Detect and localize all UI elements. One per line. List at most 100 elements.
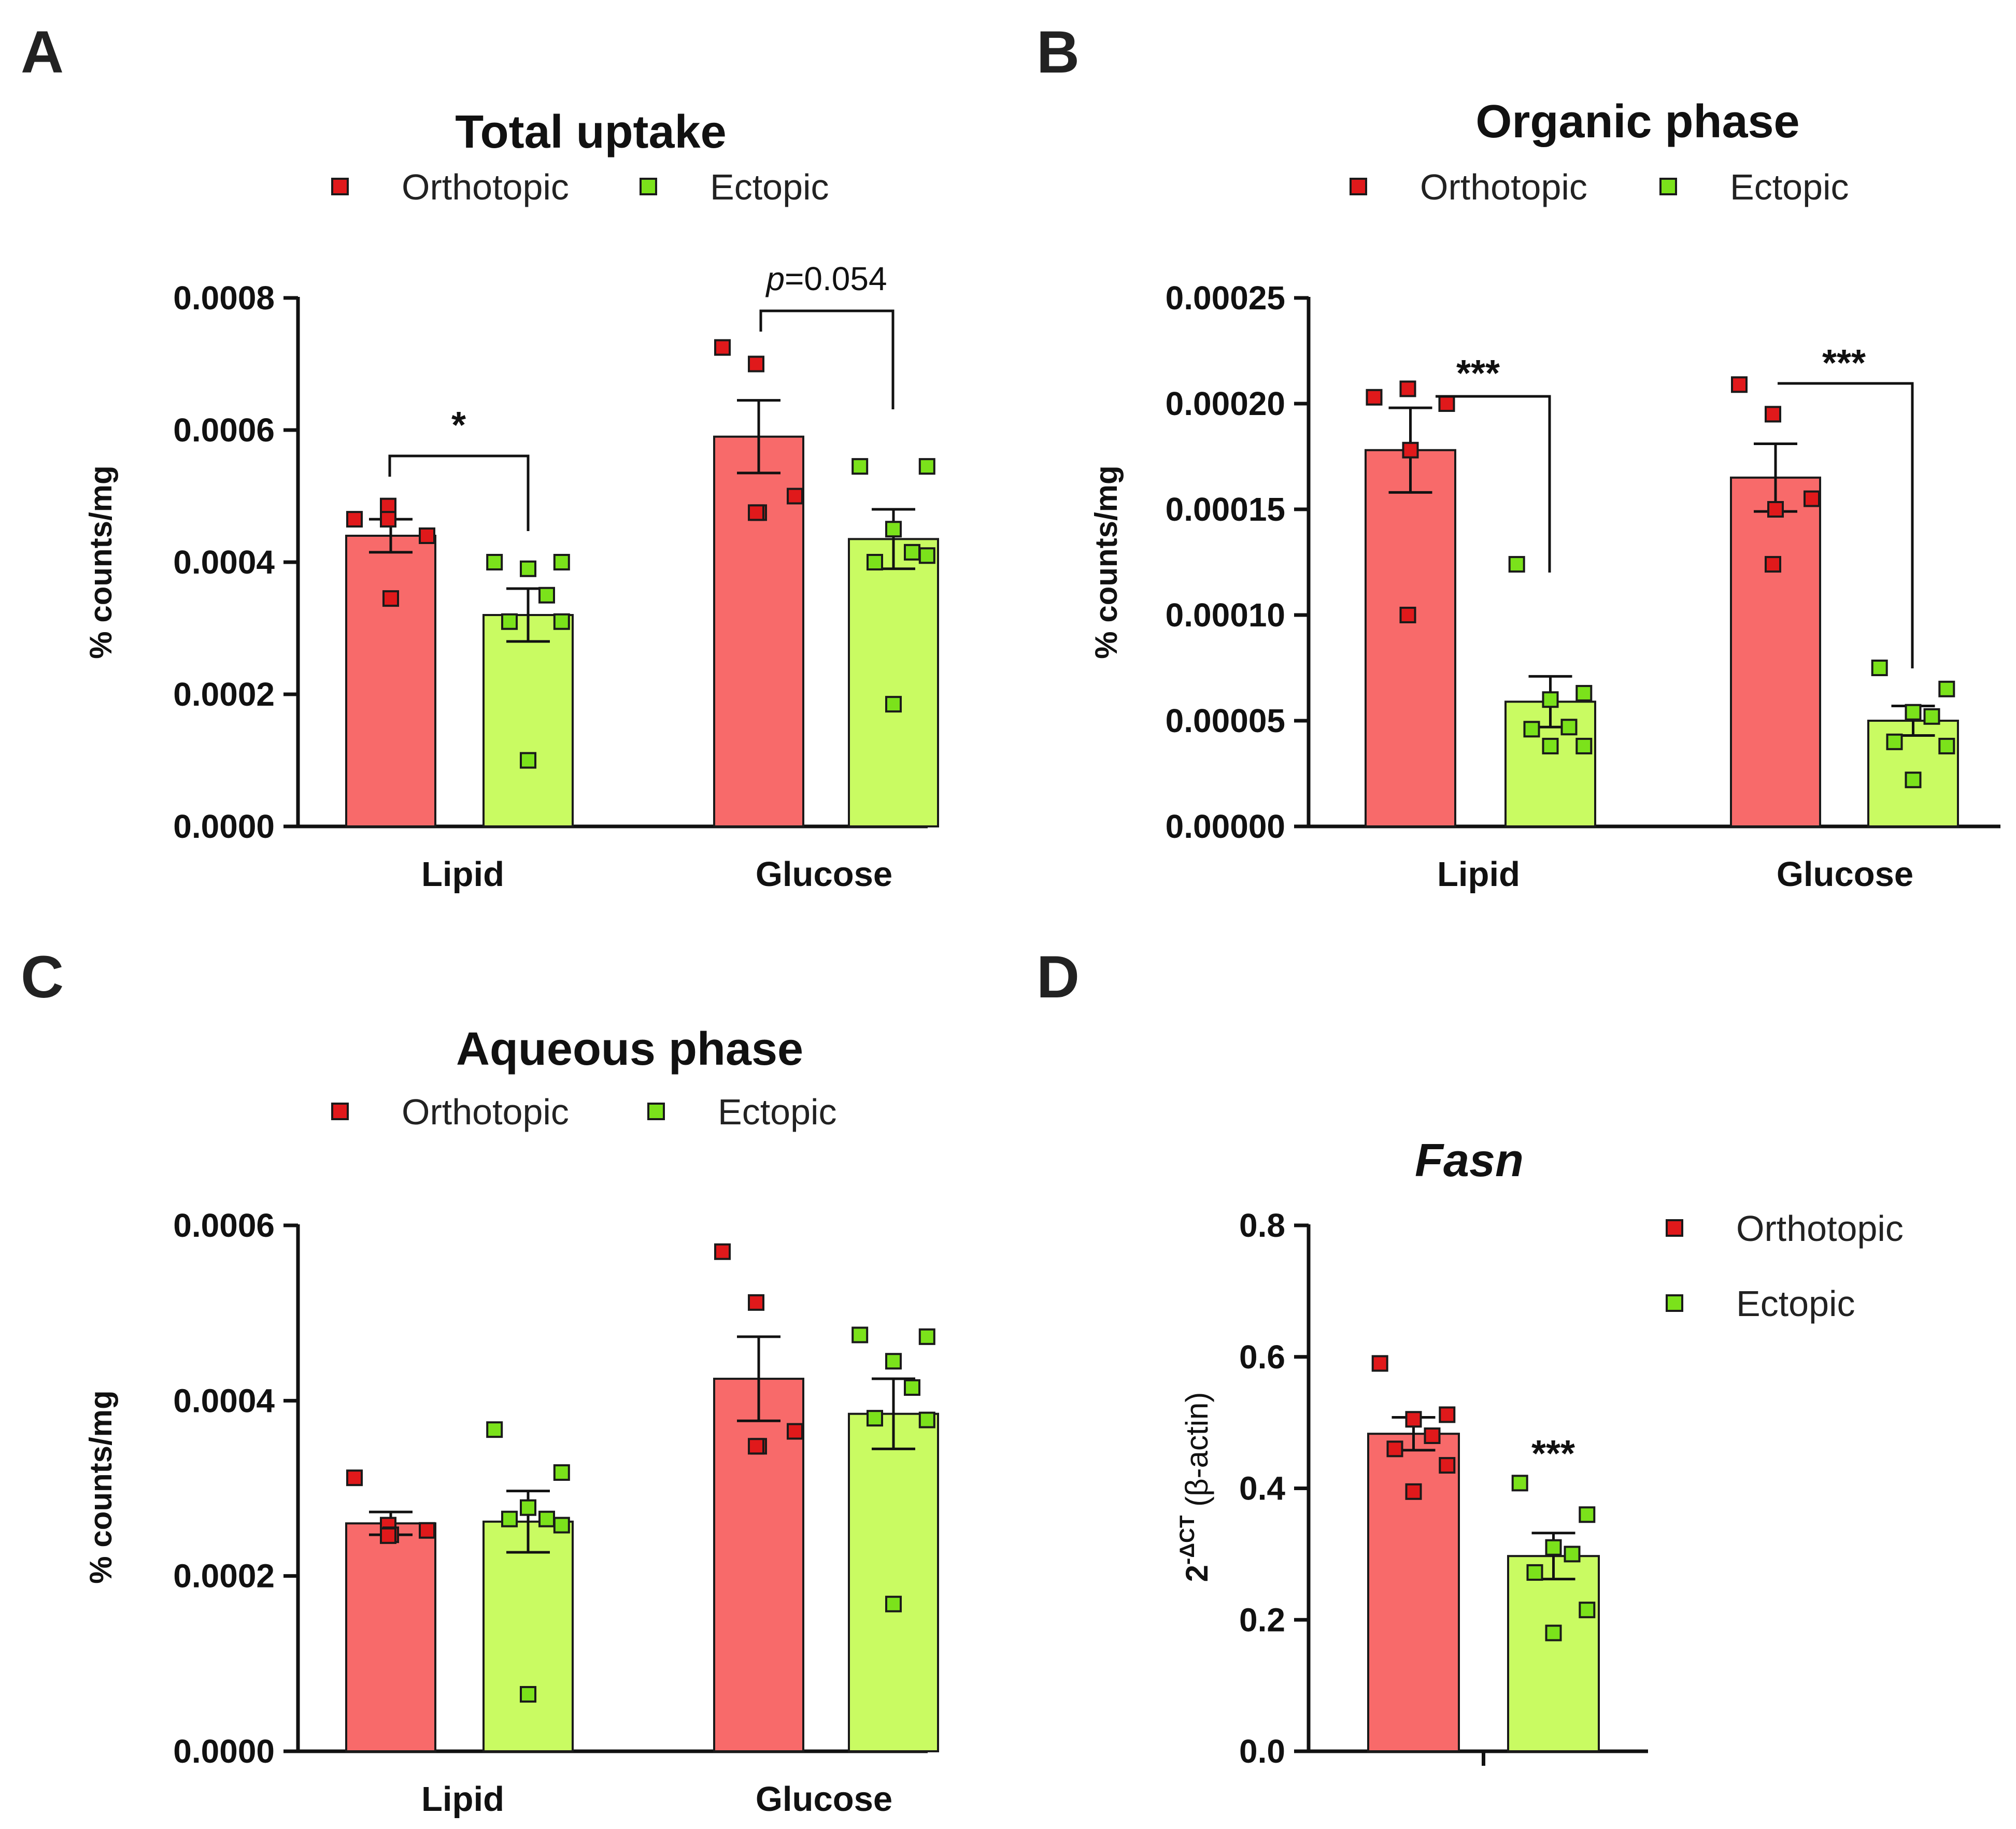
y-tick-label: 0.8 [1239, 1207, 1285, 1244]
bar-ectopic [482, 614, 574, 827]
legend-swatch-ectopic [640, 178, 657, 195]
data-point-orthotopic [748, 1294, 764, 1311]
data-point-orthotopic [1804, 490, 1820, 507]
data-point-orthotopic [748, 1438, 764, 1455]
data-point-ectopic [538, 1510, 555, 1527]
data-point-ectopic [1526, 1564, 1543, 1581]
data-point-orthotopic [1402, 441, 1419, 459]
bar-orthotopic [345, 1522, 436, 1753]
data-point-ectopic [501, 613, 518, 630]
y-tick-label: 0.0004 [173, 544, 275, 581]
data-point-ectopic [520, 1686, 536, 1703]
data-point-ectopic [885, 1353, 902, 1370]
category-label-glucose: Glucose [756, 1780, 892, 1819]
data-point-ectopic [1579, 1602, 1596, 1619]
y-tick-label: 0.0000 [173, 1733, 275, 1770]
data-point-ectopic [1905, 704, 1922, 721]
sig-bracket [759, 309, 895, 409]
data-point-ectopic [918, 1411, 935, 1428]
data-point-ectopic [553, 613, 570, 630]
sig-bracket [388, 454, 530, 531]
p-value-label: p=0.054 [765, 260, 887, 297]
data-point-ectopic [1545, 1624, 1562, 1641]
legend-label-orthotopic: Orthotopic [1736, 1208, 1904, 1249]
sig-bracket [1436, 395, 1551, 573]
data-point-orthotopic [1405, 1483, 1422, 1500]
y-tick-label: 0.0002 [173, 676, 275, 713]
bar-ectopic [848, 1412, 939, 1752]
legend-swatch-ectopic [1666, 1294, 1683, 1312]
data-point-ectopic [904, 1379, 920, 1396]
data-point-orthotopic [714, 1243, 731, 1260]
data-point-orthotopic [1424, 1427, 1441, 1444]
chart-title: Organic phase [1475, 96, 1799, 148]
data-point-ectopic [501, 1510, 518, 1527]
data-point-orthotopic [1765, 406, 1781, 423]
legend-swatch-orthotopic [1666, 1219, 1683, 1237]
data-point-ectopic [918, 458, 935, 475]
data-point-orthotopic [1399, 380, 1416, 397]
data-point-ectopic [486, 1421, 503, 1438]
data-point-orthotopic [419, 527, 435, 544]
chart-title: Aqueous phase [456, 1023, 803, 1075]
data-point-orthotopic [1439, 1406, 1456, 1423]
y-label-exponent: -ΔCT [1176, 1516, 1199, 1565]
significance-label: * [451, 405, 466, 446]
panel-letter-D: D [1037, 944, 1080, 1010]
data-point-ectopic [918, 547, 935, 564]
category-label-lipid: Lipid [421, 1780, 504, 1819]
data-point-ectopic [1542, 737, 1559, 754]
sig-bracket [1778, 382, 1914, 668]
data-point-orthotopic [1439, 1457, 1456, 1474]
category-label-lipid: Lipid [1437, 855, 1520, 894]
bar-ectopic [1507, 1555, 1600, 1752]
data-point-ectopic [1575, 684, 1593, 702]
significance-label: *** [1531, 1433, 1575, 1475]
y-tick-label: 0.0008 [173, 279, 275, 317]
panel-letter-A: A [21, 19, 64, 85]
data-point-ectopic [1575, 737, 1593, 754]
significance-label: *** [1822, 342, 1866, 384]
legend-swatch-orthotopic [331, 1103, 349, 1120]
data-point-ectopic [553, 1517, 570, 1534]
data-point-orthotopic [1765, 556, 1781, 573]
data-point-ectopic [1938, 680, 1955, 697]
bar-orthotopic [713, 1378, 804, 1753]
chart-title: Total uptake [455, 106, 726, 158]
y-axis-label: 2-ΔCT (β-actin) [1176, 1392, 1214, 1582]
data-point-ectopic [1523, 721, 1540, 738]
data-point-ectopic [1579, 1506, 1596, 1523]
data-point-ectopic [1923, 708, 1940, 725]
data-point-ectopic [867, 1410, 883, 1427]
data-point-orthotopic [787, 1423, 803, 1440]
category-label-lipid: Lipid [421, 855, 504, 894]
data-point-ectopic [1938, 737, 1955, 754]
y-label-rest: (β-actin) [1180, 1392, 1214, 1516]
data-point-ectopic [1542, 691, 1559, 708]
y-tick-label: 0.00010 [1166, 596, 1285, 634]
category-label-glucose: Glucose [1777, 855, 1913, 894]
panel-letter-B: B [1037, 19, 1080, 85]
data-point-orthotopic [1371, 1355, 1388, 1372]
legend-swatch-orthotopic [1350, 178, 1367, 195]
y-axis-label: % counts/mg [83, 1390, 118, 1583]
data-point-orthotopic [787, 488, 803, 505]
data-point-ectopic [1905, 771, 1922, 789]
y-axis-label: % counts/mg [1089, 465, 1124, 659]
data-point-ectopic [553, 554, 570, 570]
data-point-orthotopic [1405, 1411, 1422, 1428]
y-tick-label: 0.4 [1239, 1470, 1285, 1507]
y-label-base: 2 [1180, 1565, 1214, 1582]
data-point-ectopic [1560, 719, 1578, 736]
p-value-symbol: p [765, 260, 785, 297]
data-point-orthotopic [1366, 389, 1383, 406]
legend-label-orthotopic: Orthotopic [1420, 167, 1587, 207]
y-tick-label: 0.00015 [1166, 491, 1285, 528]
data-point-orthotopic [380, 1527, 396, 1544]
data-point-orthotopic [1438, 395, 1455, 412]
legend-label-orthotopic: Orthotopic [402, 1092, 569, 1132]
data-point-orthotopic [1767, 501, 1784, 518]
data-point-ectopic [885, 1595, 902, 1612]
data-point-ectopic [520, 752, 536, 769]
